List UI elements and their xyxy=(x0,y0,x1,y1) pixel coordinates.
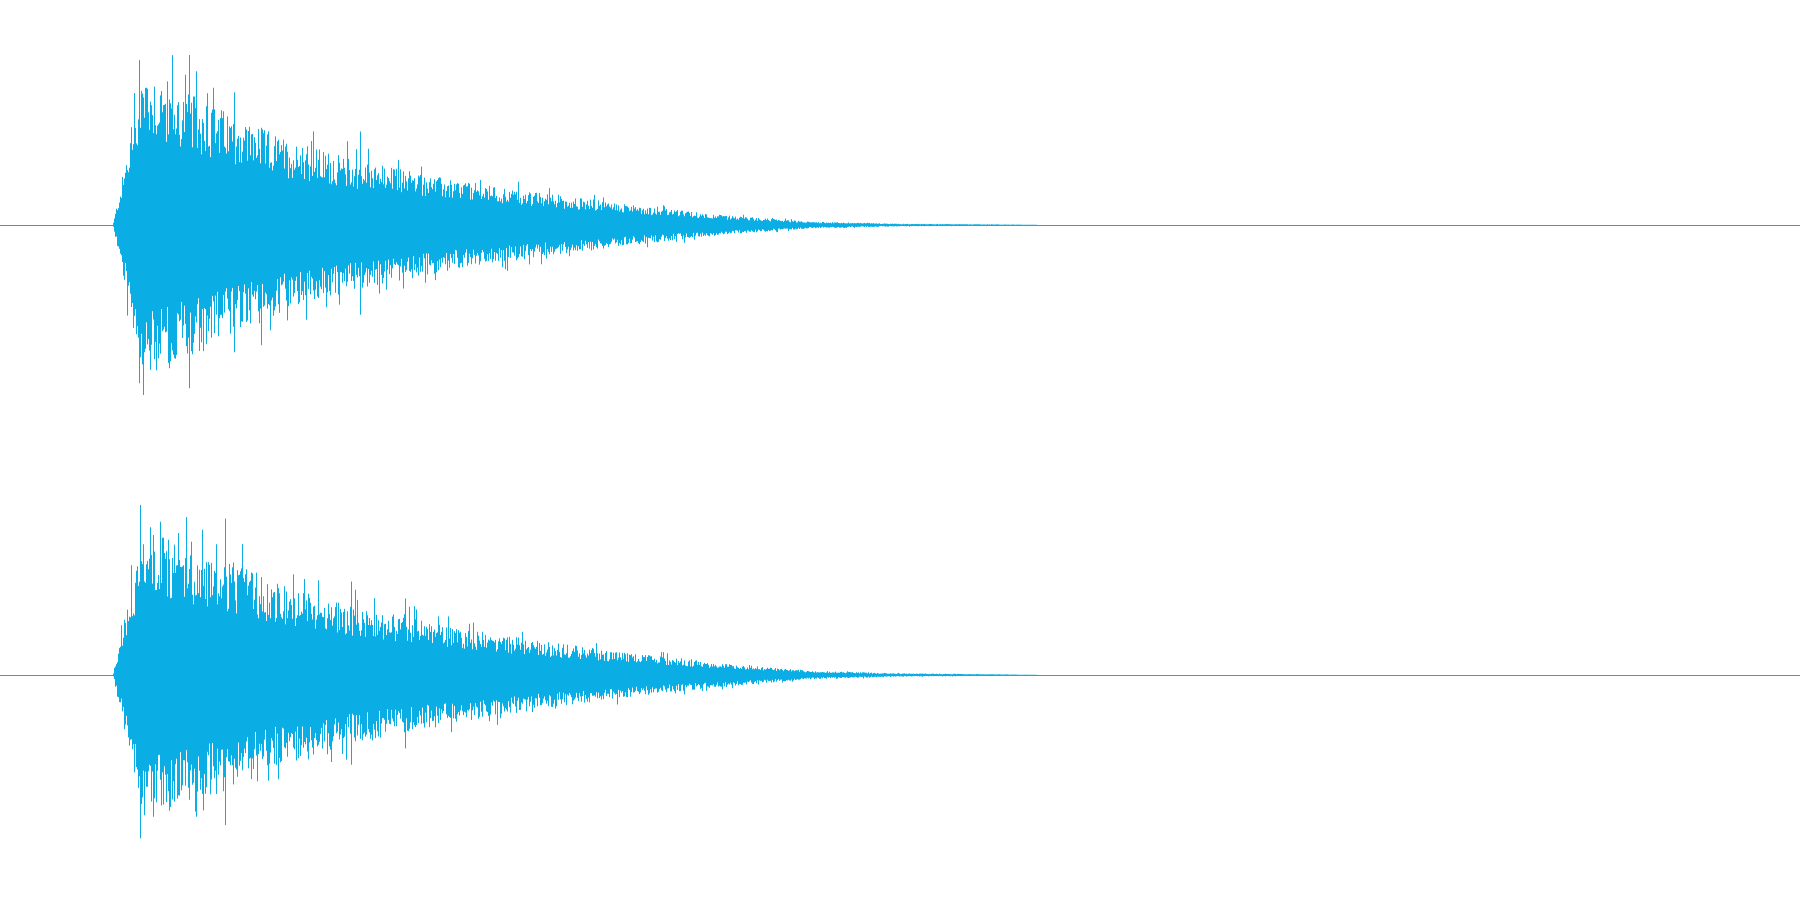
waveform-channel-1 xyxy=(113,55,1037,395)
channel-1 xyxy=(0,55,1800,395)
channel-2 xyxy=(0,505,1800,839)
waveform-channel-2 xyxy=(113,505,1037,839)
